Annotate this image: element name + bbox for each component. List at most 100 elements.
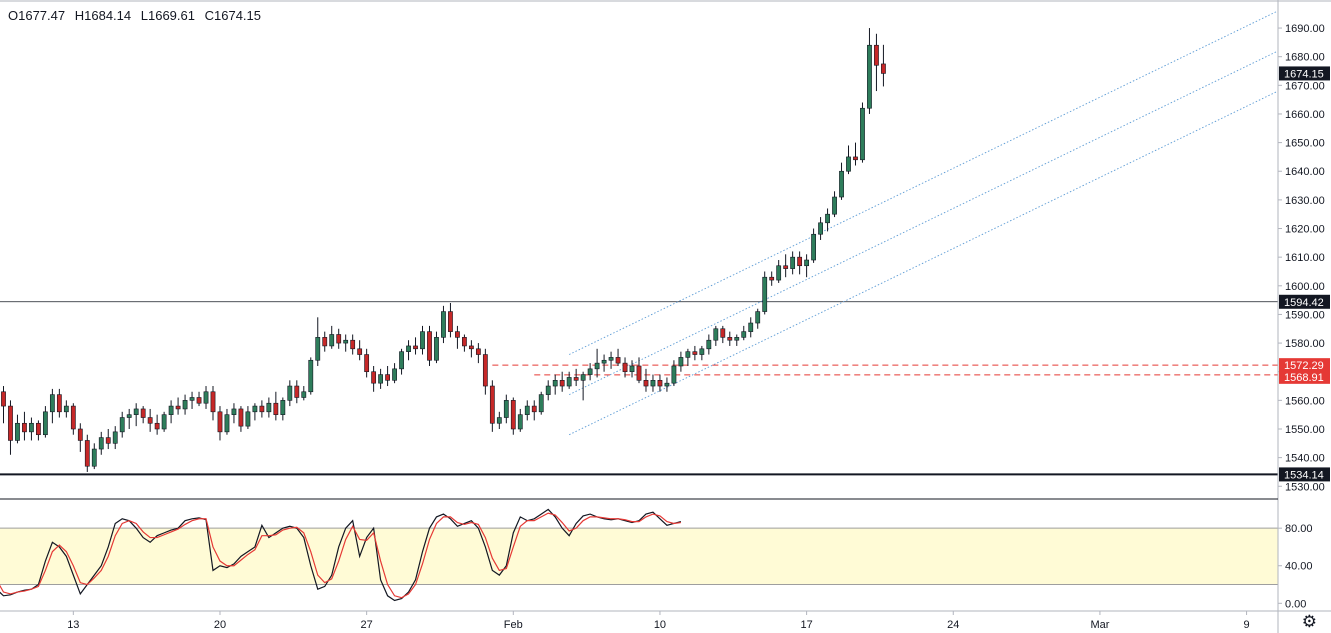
oscillator-axis[interactable]: 0.00 40.00 80.00 — [1278, 523, 1313, 610]
candle-body — [84, 440, 90, 467]
ohlc-high: H1684.14 — [74, 8, 132, 23]
candle — [448, 302, 453, 338]
candle — [357, 340, 363, 361]
candle — [196, 391, 202, 407]
candle-body — [413, 345, 418, 350]
candle — [385, 365, 390, 387]
candle-body — [867, 44, 872, 109]
candle — [308, 357, 314, 395]
time-tick-label: 13 — [67, 619, 79, 631]
candle — [133, 403, 139, 427]
candle — [825, 208, 830, 232]
candle — [126, 408, 132, 429]
candle-body — [147, 417, 153, 424]
time-tick-label: Feb — [504, 619, 523, 631]
candle — [776, 260, 782, 283]
price-tick-label: 1680.00 — [1285, 52, 1325, 64]
last-price-label-bg — [1279, 66, 1330, 81]
candle-body — [15, 422, 20, 441]
candle-body — [594, 362, 600, 370]
candle — [140, 406, 146, 424]
candle-body — [329, 334, 335, 347]
candle-body — [315, 337, 321, 361]
candle — [881, 44, 886, 87]
dash1-label-text: 1572.29 — [1284, 360, 1324, 372]
candle-body — [622, 362, 628, 373]
candle-body — [133, 408, 139, 415]
candle-body — [441, 311, 446, 338]
horizontal-lines — [0, 301, 1278, 476]
price-axis[interactable]: 1530.001540.001550.001560.001570.001580.… — [1278, 23, 1325, 493]
candle — [874, 33, 879, 92]
candle — [587, 363, 593, 381]
ohlc-low: L1669.61 — [140, 8, 195, 23]
osc-tick-label: 0.00 — [1285, 598, 1306, 610]
price-tick-label: 1590.00 — [1285, 309, 1325, 321]
candle — [636, 357, 642, 384]
candle — [566, 371, 572, 389]
candle — [545, 380, 551, 401]
candle-body — [608, 357, 614, 361]
candle — [175, 397, 181, 415]
candle — [98, 431, 104, 455]
candle-body — [308, 359, 314, 393]
candle — [420, 325, 425, 355]
candle — [399, 348, 404, 375]
candle-body — [573, 377, 579, 381]
dash2-label-bg — [1279, 369, 1330, 384]
candle — [182, 394, 188, 415]
stoch-k-line — [0, 508, 682, 602]
candle-body — [217, 411, 223, 433]
candle — [434, 331, 439, 364]
gear-icon[interactable]: ⚙ — [1301, 612, 1317, 631]
candle-body — [259, 405, 265, 413]
candle — [252, 403, 258, 421]
price-tick-label: 1670.00 — [1285, 80, 1325, 92]
price-tick-label: 1530.00 — [1285, 481, 1325, 493]
candle-body — [70, 405, 76, 430]
stochastic-lines — [0, 508, 682, 602]
candle-body — [720, 328, 726, 338]
candle — [538, 391, 544, 415]
candle — [273, 391, 279, 421]
candle-body — [629, 365, 635, 373]
candle-body — [636, 365, 642, 381]
candle — [301, 386, 307, 401]
candle — [559, 371, 565, 392]
candle — [846, 145, 851, 175]
candle — [818, 217, 823, 240]
candle-body — [399, 351, 404, 370]
candle-body — [818, 222, 823, 235]
time-tick-label: 27 — [361, 619, 373, 631]
candle — [671, 360, 677, 387]
time-axis[interactable]: 13 20 27 Feb 10 17 24 Mar 9 — [67, 611, 1250, 631]
candle — [783, 254, 789, 278]
candle — [804, 254, 810, 278]
candle — [622, 357, 628, 378]
time-tick-label: 17 — [800, 619, 812, 631]
candle-body — [825, 213, 830, 224]
price-tick-label: 1540.00 — [1285, 453, 1325, 465]
candle-body — [91, 448, 97, 467]
resistance-label: 1594.42 — [1279, 294, 1330, 309]
candle — [573, 368, 579, 387]
time-tick-label: 20 — [214, 619, 226, 631]
price-tick-label: 1650.00 — [1285, 138, 1325, 150]
candle — [510, 397, 516, 435]
candle-body — [385, 374, 390, 381]
candle-body — [189, 397, 195, 401]
candle-body — [294, 385, 300, 398]
dash1-label-bg — [1279, 358, 1330, 373]
candle-body — [846, 156, 851, 172]
oscillator-background — [0, 527, 1278, 586]
candle-body — [280, 400, 286, 415]
candle-body — [112, 431, 118, 444]
candle — [629, 360, 635, 378]
candle — [259, 400, 265, 418]
candle — [406, 340, 411, 361]
candle-body — [322, 337, 328, 347]
candle — [266, 397, 272, 418]
candle — [413, 337, 418, 355]
candle-body — [49, 394, 55, 413]
